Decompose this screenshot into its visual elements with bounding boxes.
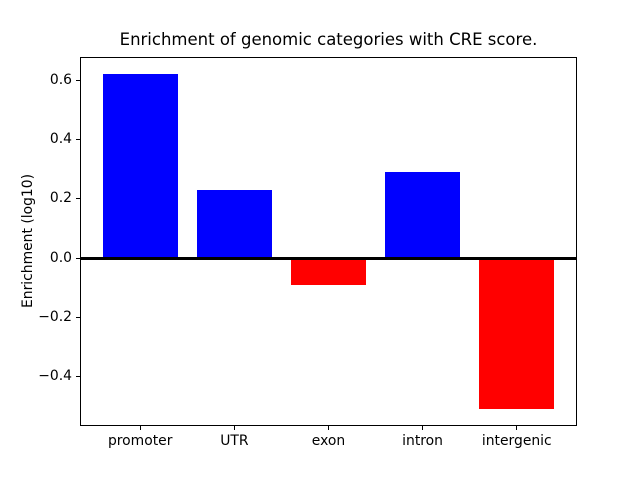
y-tick-label: 0.0 <box>49 249 72 266</box>
y-tick-mark <box>76 316 80 318</box>
zero-baseline <box>80 256 577 260</box>
bar-promoter <box>102 74 178 259</box>
x-tick-label-intron: intron <box>402 433 443 449</box>
y-tick-label: −0.2 <box>38 308 72 325</box>
y-tick-mark <box>76 376 80 378</box>
y-tick-label: 0.4 <box>49 131 72 147</box>
y-tick-mark <box>76 79 80 81</box>
chart-title: Enrichment of genomic categories with CR… <box>119 30 538 49</box>
x-tick-mark <box>516 426 518 430</box>
y-tick-label: 0.2 <box>49 190 72 207</box>
x-tick-label-intergenic: intergenic <box>481 433 552 449</box>
x-tick-mark <box>422 426 424 430</box>
x-tick-label-exon: exon <box>311 433 346 449</box>
y-tick-mark <box>76 257 80 259</box>
y-tick-mark <box>76 139 80 140</box>
x-tick-label-UTR: UTR <box>220 433 249 449</box>
bar-intron <box>385 172 461 259</box>
y-tick-mark <box>76 198 80 200</box>
y-tick-label: −0.4 <box>38 368 72 385</box>
y-tick-label: 0.6 <box>49 71 72 88</box>
bar-UTR <box>196 189 272 259</box>
x-tick-label-promoter: promoter <box>107 433 173 449</box>
bar-exon <box>290 258 367 285</box>
bar-intergenic <box>479 258 555 410</box>
x-tick-mark <box>233 426 235 430</box>
x-tick-mark <box>328 426 329 430</box>
x-tick-mark <box>139 426 141 430</box>
